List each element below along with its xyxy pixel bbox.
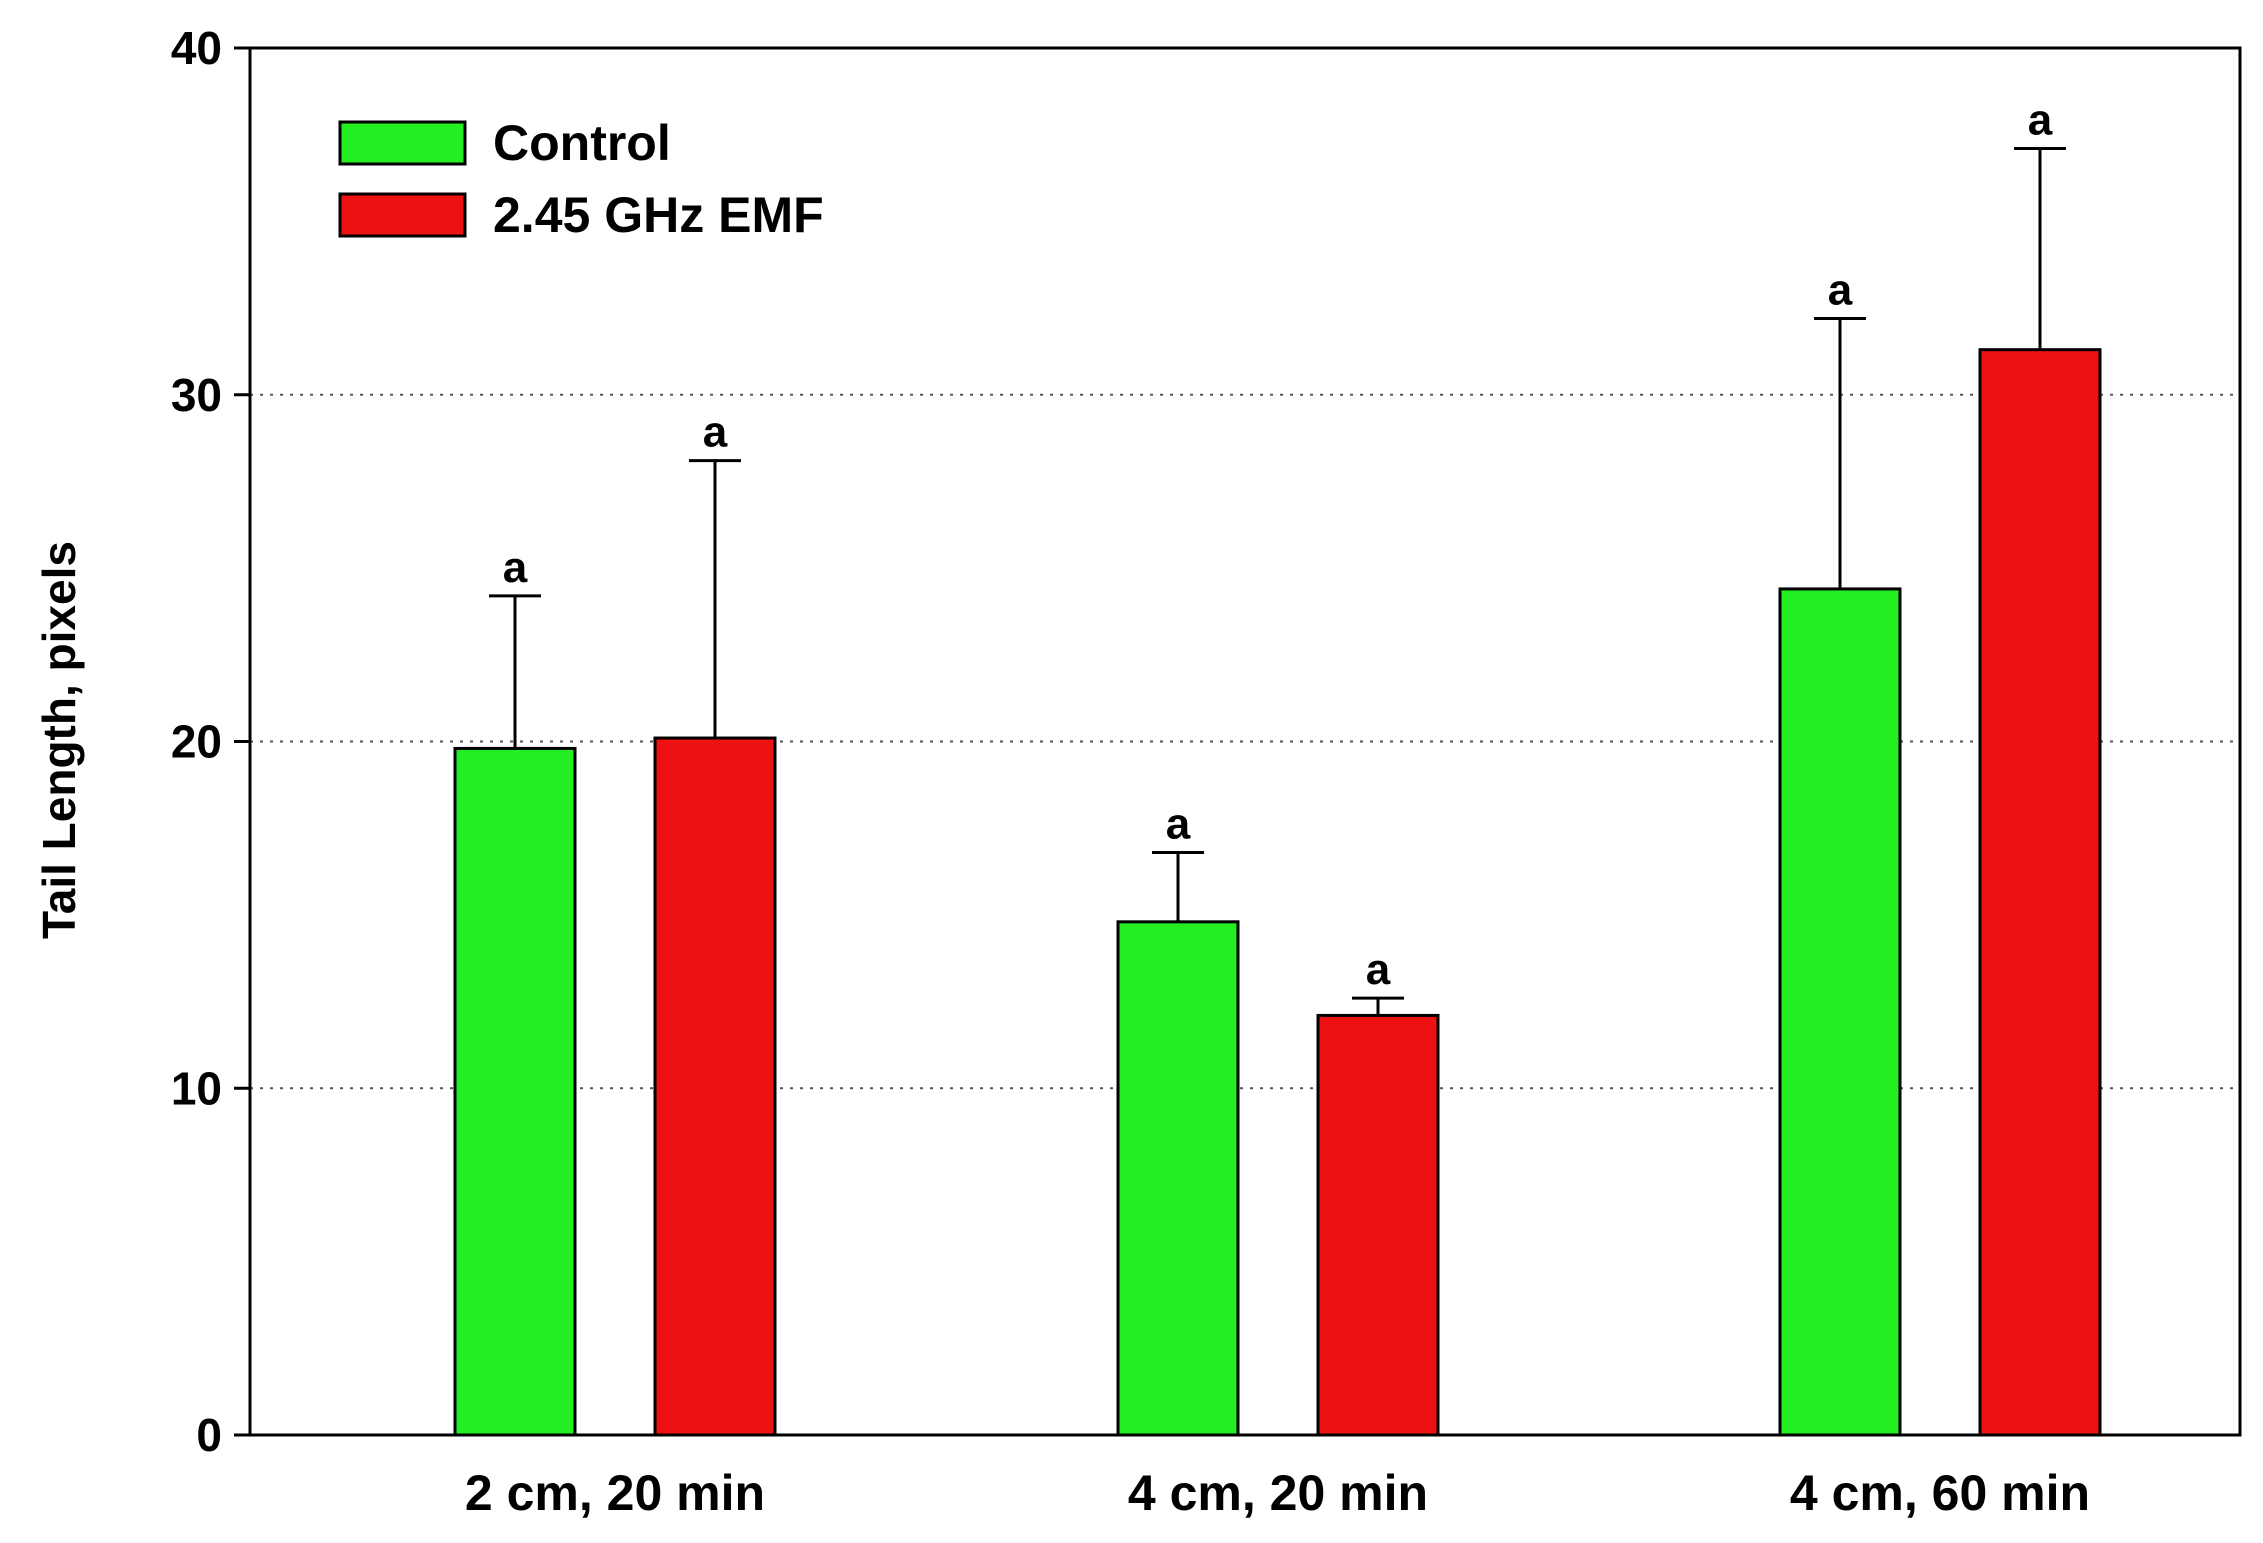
x-axis-categories: 2 cm, 20 min 4 cm, 20 min 4 cm, 60 min [465,1465,2090,1521]
y-axis-ticks: 0 10 20 30 40 [171,22,250,1461]
x-category-label: 2 cm, 20 min [465,1465,765,1521]
significance-label: a [703,408,728,457]
legend-label-emf: 2.45 GHz EMF [493,187,824,243]
y-axis-title: Tail Length, pixels [33,541,85,939]
bar-emf [653,736,777,1437]
legend-label-control: Control [493,115,671,171]
y-tick-label: 30 [171,369,222,421]
y-tick-label: 40 [171,22,222,74]
bar-emf [1978,348,2102,1437]
bar-control [453,746,577,1437]
grid-lines [250,393,2240,1090]
significance-labels: a a a a a a [503,96,2053,995]
bar-control [1116,920,1240,1437]
legend-swatch-emf [338,192,467,238]
significance-label: a [1166,799,1191,848]
error-bars [489,147,2066,1016]
legend: Control 2.45 GHz EMF [338,115,824,243]
x-category-label: 4 cm, 60 min [1790,1465,2090,1521]
y-tick-label: 20 [171,716,222,768]
significance-label: a [2028,96,2053,145]
bar-emf [1316,1013,1440,1437]
x-category-label: 4 cm, 20 min [1128,1465,1428,1521]
legend-swatch-control [338,120,467,166]
bars [453,348,2102,1437]
bar-control [1778,587,1902,1437]
significance-label: a [1366,945,1391,994]
y-tick-label: 0 [196,1409,222,1461]
significance-label: a [1828,265,1853,314]
significance-label: a [503,543,528,592]
y-tick-label: 10 [171,1062,222,1114]
